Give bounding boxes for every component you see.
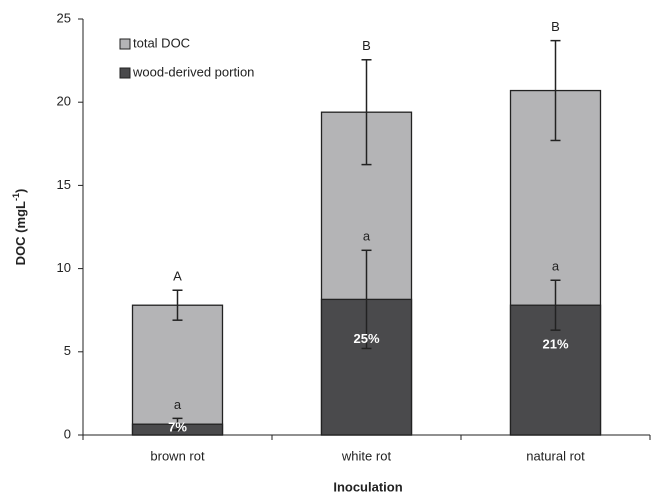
significance-letter: a bbox=[363, 229, 371, 244]
x-tick-label: white rot bbox=[341, 448, 392, 463]
percent-label: 25% bbox=[353, 331, 379, 346]
significance-letter: B bbox=[551, 19, 560, 34]
y-axis-label: DOC (mgL-1) bbox=[11, 189, 28, 266]
error-bar bbox=[172, 417, 183, 431]
y-axis-label-main: DOC (mgL bbox=[13, 201, 28, 265]
significance-letter: B bbox=[362, 38, 371, 53]
y-tick-label: 25 bbox=[57, 10, 71, 25]
legend-swatch bbox=[119, 67, 131, 79]
legend-label: wood-derived portion bbox=[132, 64, 254, 79]
x-tick-label: brown rot bbox=[150, 448, 205, 463]
y-axis-label-end: ) bbox=[13, 189, 28, 193]
y-tick-label: 20 bbox=[57, 94, 71, 109]
significance-letter: a bbox=[552, 259, 560, 274]
y-tick-label: 0 bbox=[64, 426, 71, 441]
y-tick-label: 10 bbox=[57, 260, 71, 275]
significance-letter: A bbox=[173, 269, 182, 284]
x-axis-label: Inoculation bbox=[333, 479, 402, 494]
error-bar bbox=[550, 279, 561, 331]
legend-label: total DOC bbox=[133, 35, 190, 50]
percent-label: 21% bbox=[542, 337, 568, 352]
y-axis-label-sup: -1 bbox=[11, 193, 21, 201]
percent-label: 7% bbox=[168, 419, 187, 434]
y-tick-label: 5 bbox=[64, 343, 71, 358]
x-tick-label: natural rot bbox=[526, 448, 585, 463]
error-bar bbox=[361, 249, 372, 350]
y-tick-label: 15 bbox=[57, 177, 71, 192]
legend-swatch bbox=[119, 38, 131, 50]
error-bar bbox=[172, 289, 183, 321]
error-bar bbox=[361, 59, 372, 166]
bar bbox=[131, 304, 224, 436]
significance-letter: a bbox=[174, 397, 182, 412]
error-bar bbox=[550, 39, 561, 142]
